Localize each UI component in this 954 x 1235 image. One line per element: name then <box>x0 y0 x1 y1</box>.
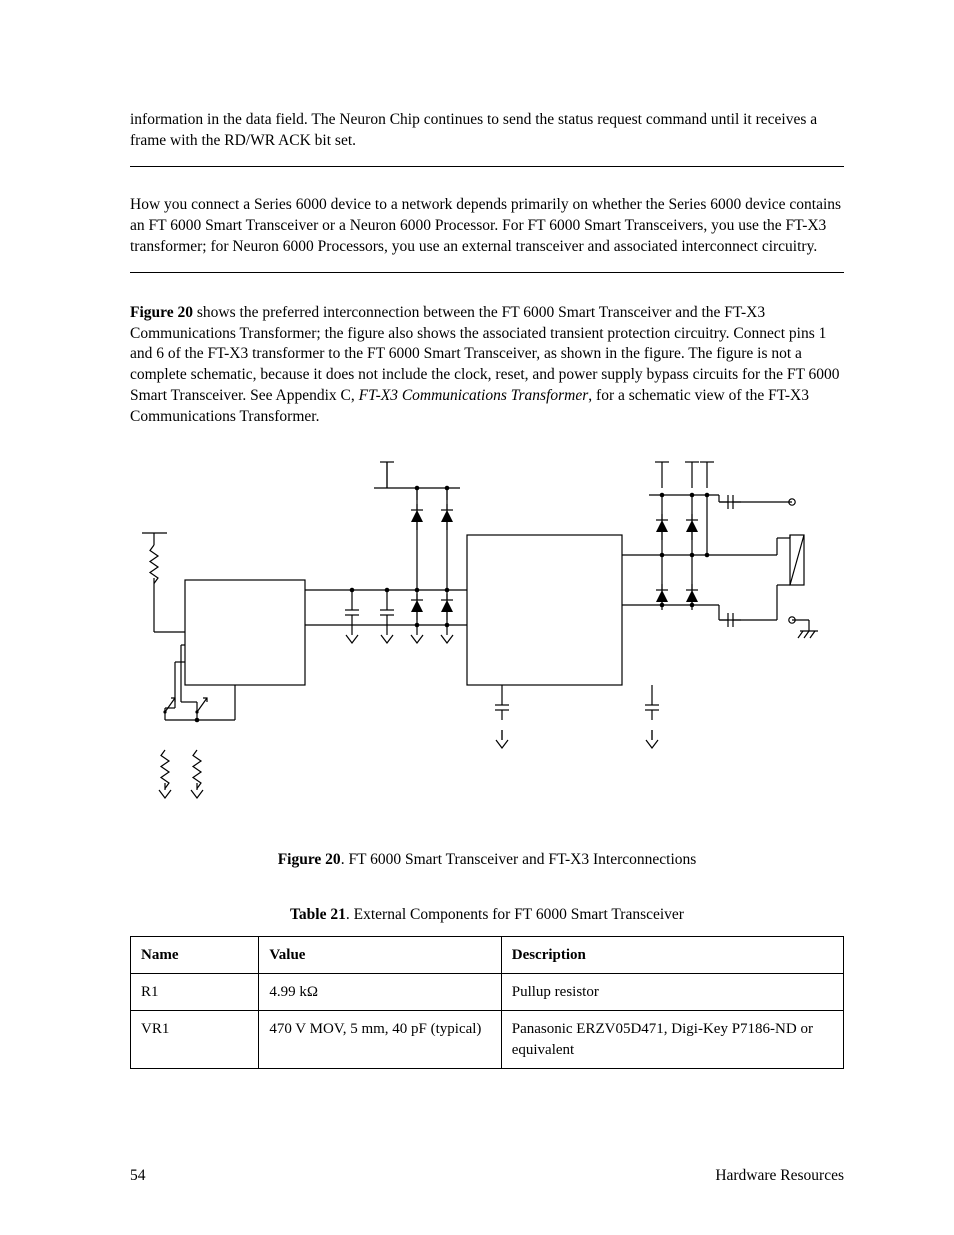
cell-value: 470 V MOV, 5 mm, 40 pF (typical) <box>259 1011 501 1069</box>
paragraph-intro: information in the data field. The Neuro… <box>130 110 844 152</box>
table-header-row: Name Value Description <box>131 936 844 973</box>
figure-caption-label: Figure 20 <box>278 851 341 868</box>
section-divider-1 <box>130 166 844 167</box>
components-table: Name Value Description R1 4.99 kΩ Pullup… <box>130 936 844 1069</box>
figure-desc-italic: FT-X3 Communications Transformer <box>359 387 589 404</box>
section-divider-2 <box>130 272 844 273</box>
table-caption-label: Table 21 <box>290 906 346 923</box>
paragraph-network: How you connect a Series 6000 device to … <box>130 195 844 258</box>
schematic-diagram <box>130 450 844 800</box>
cell-desc: Panasonic ERZV05D471, Digi-Key P7186-ND … <box>501 1011 843 1069</box>
col-header-name: Name <box>131 936 259 973</box>
circuit-schematic-svg <box>137 450 837 800</box>
figure-caption: Figure 20. FT 6000 Smart Transceiver and… <box>130 850 844 871</box>
col-header-value: Value <box>259 936 501 973</box>
cell-name: R1 <box>131 974 259 1011</box>
table-row: R1 4.99 kΩ Pullup resistor <box>131 974 844 1011</box>
page-number: 54 <box>130 1166 146 1187</box>
document-page: information in the data field. The Neuro… <box>0 0 954 1235</box>
cell-desc: Pullup resistor <box>501 974 843 1011</box>
table-row: VR1 470 V MOV, 5 mm, 40 pF (typical) Pan… <box>131 1011 844 1069</box>
figure-caption-text: . FT 6000 Smart Transceiver and FT-X3 In… <box>341 851 697 868</box>
cell-name: VR1 <box>131 1011 259 1069</box>
cell-value: 4.99 kΩ <box>259 974 501 1011</box>
table-caption-text: . External Components for FT 6000 Smart … <box>346 906 684 923</box>
footer-section-title: Hardware Resources <box>715 1166 844 1187</box>
figure-ref-bold: Figure 20 <box>130 304 193 321</box>
page-footer: 54 Hardware Resources <box>130 1166 844 1187</box>
table-caption: Table 21. External Components for FT 600… <box>130 905 844 926</box>
col-header-desc: Description <box>501 936 843 973</box>
paragraph-figure-desc: Figure 20 shows the preferred interconne… <box>130 303 844 429</box>
